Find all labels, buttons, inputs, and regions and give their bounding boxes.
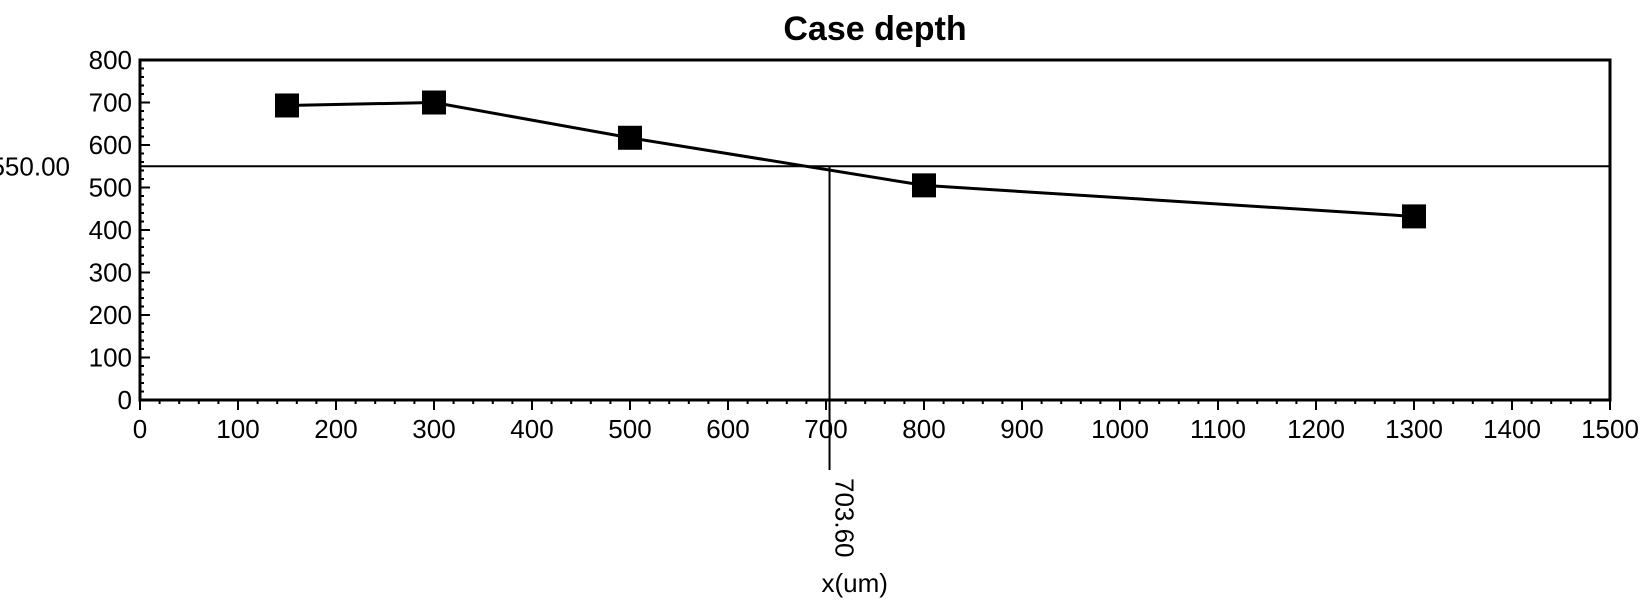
- y-tick-label: 700: [89, 88, 132, 118]
- y-tick-label: 400: [89, 215, 132, 245]
- x-tick-label: 1100: [1190, 414, 1246, 444]
- data-marker: [422, 91, 446, 115]
- chart-background: [0, 0, 1650, 615]
- x-tick-label: 1000: [1091, 414, 1149, 444]
- x-tick-label: 1200: [1287, 414, 1345, 444]
- x-tick-label: 800: [902, 414, 945, 444]
- reference-x-label: 703.60: [830, 478, 860, 558]
- x-tick-label: 1400: [1483, 414, 1541, 444]
- reference-y-label: 550.00: [0, 151, 70, 181]
- y-tick-label: 200: [89, 300, 132, 330]
- x-tick-label: 700: [804, 414, 847, 444]
- x-tick-label: 900: [1000, 414, 1043, 444]
- y-tick-label: 300: [89, 258, 132, 288]
- case-depth-chart: Case depth 0 100 200 300 400 500 600 700 800 0 100 2…: [0, 0, 1650, 615]
- x-tick-label: 0: [133, 414, 147, 444]
- y-tick-label: 500: [89, 173, 132, 203]
- data-marker: [912, 173, 936, 197]
- data-marker: [618, 126, 642, 150]
- x-tick-label: 300: [412, 414, 455, 444]
- y-tick-label: 600: [89, 130, 132, 160]
- chart-title: Case depth: [783, 10, 966, 48]
- x-tick-label: 200: [314, 414, 357, 444]
- x-tick-label: 400: [510, 414, 553, 444]
- x-tick-label: 600: [706, 414, 749, 444]
- x-tick-label: 500: [608, 414, 651, 444]
- chart-container: Case depth 0 100 200 300 400 500 600 700 800 0 100 2…: [0, 0, 1650, 615]
- x-tick-label: 100: [216, 414, 259, 444]
- y-tick-label: 0: [118, 385, 132, 415]
- x-tick-label: 1500: [1581, 414, 1639, 444]
- y-tick-label: 800: [89, 45, 132, 75]
- data-marker: [1402, 204, 1426, 228]
- data-marker: [275, 93, 299, 117]
- x-tick-label: 1300: [1385, 414, 1443, 444]
- x-axis-label: x(um): [822, 568, 888, 598]
- y-tick-label: 100: [89, 343, 132, 373]
